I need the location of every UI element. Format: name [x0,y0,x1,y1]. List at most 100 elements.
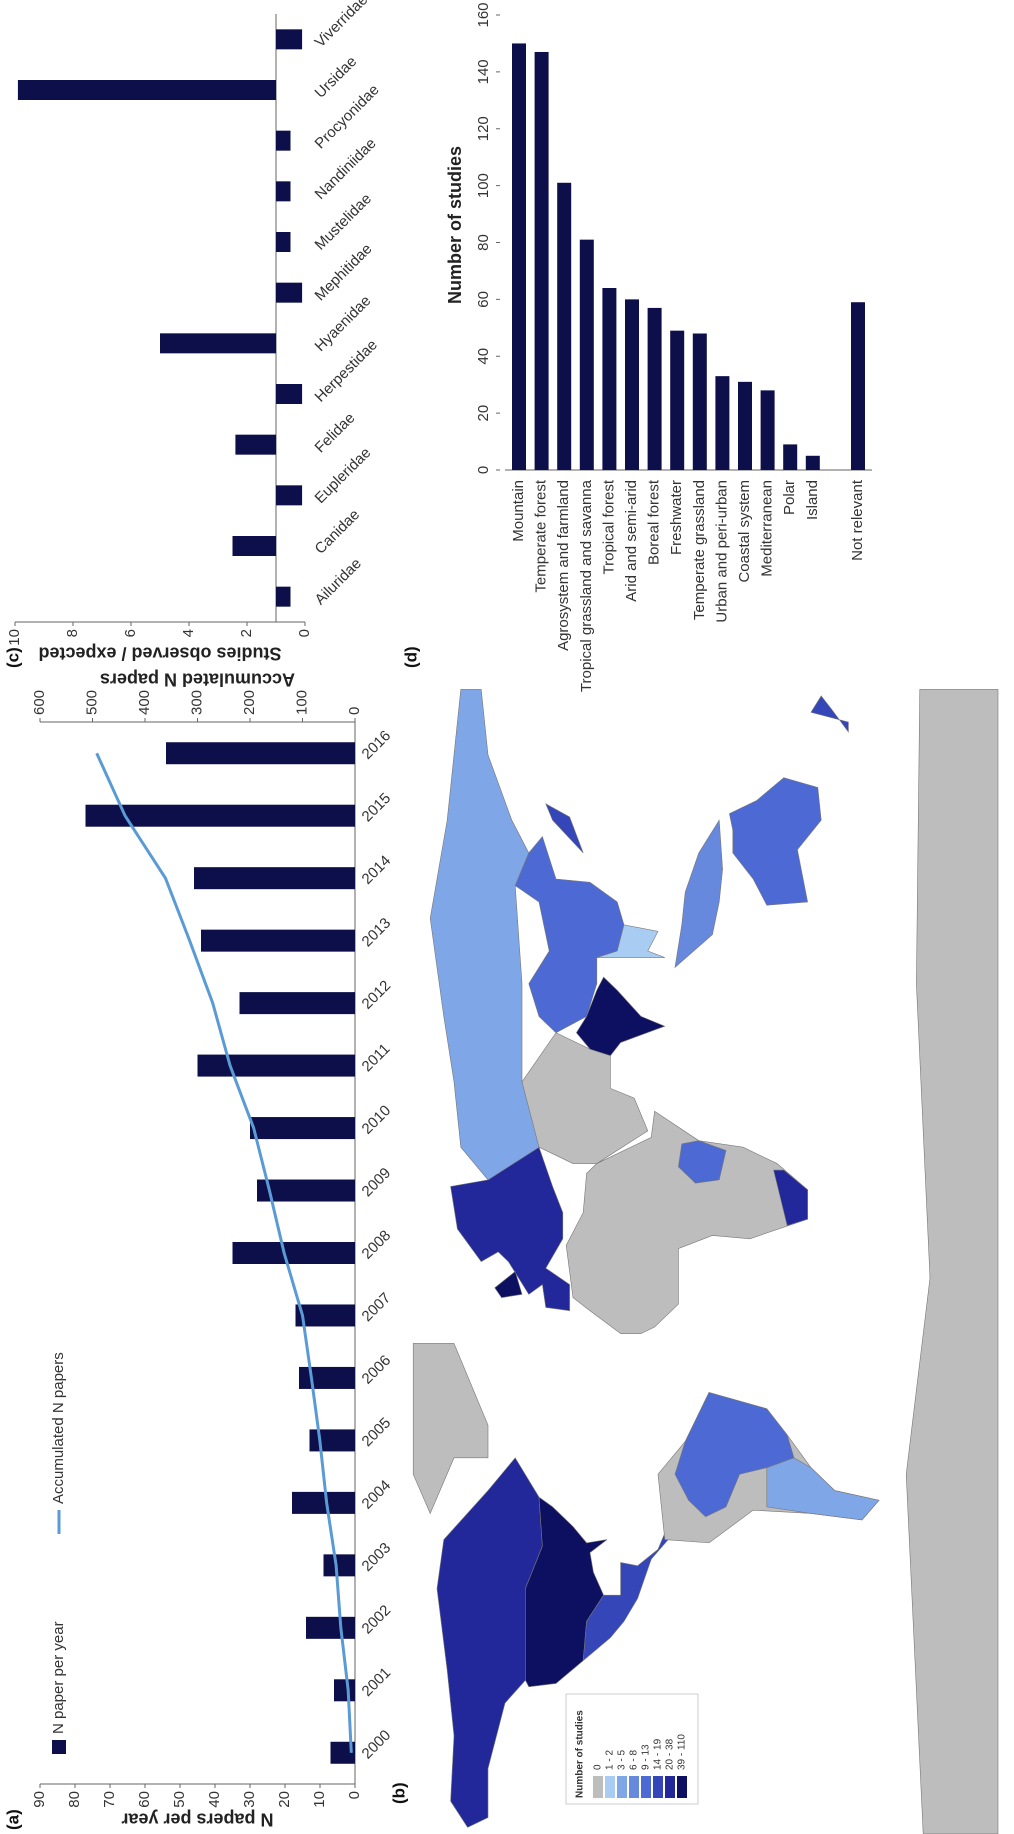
y-tick-label: 2 [238,629,255,637]
y-tick-label: Tropical forest [600,479,617,574]
bar [239,992,355,1015]
panel-label: (d) [401,646,420,668]
legend-label: 1 - 2 [605,1750,616,1770]
bar [276,384,303,404]
region [576,977,664,1055]
y-tick-label: Arid and semi-arid [623,480,640,602]
bar [17,80,277,100]
bar [201,929,355,952]
bar [257,1179,355,1202]
region [437,1458,542,1828]
x-tick-label: 2002 [359,1602,395,1638]
bar [805,455,820,470]
x-tick-label: 2005 [359,1414,395,1450]
world-map [413,689,998,1834]
y-tick-label: 10 [311,1791,328,1808]
x-axis-title: Number of studies [445,146,465,304]
y-tick-label: 60 [136,1791,153,1808]
bar [512,43,526,470]
region [678,1141,726,1184]
y2-tick-label: 500 [83,690,100,715]
x-tick-label: 2012 [359,977,395,1013]
legend-swatch [665,1776,675,1798]
bar [232,536,276,556]
legend-swatch [52,1740,66,1754]
panel-label: (a) [3,1809,22,1830]
x-tick-label: 2016 [359,727,395,763]
bar [235,434,276,455]
legend-swatch [605,1776,615,1798]
y-tick-label: 20 [276,1791,293,1808]
y-tick-label: Mediterranean [759,480,776,577]
region [729,778,821,906]
y2-tick-label: 200 [241,690,258,715]
y2-tick-label: 600 [31,690,48,715]
legend-title: Number of studies [575,1710,586,1798]
y2-axis-title: Accumulated N papers [100,669,295,689]
legend-label: 9 - 13 [641,1744,652,1770]
bar [197,1054,355,1077]
region [451,1147,570,1311]
x-tick-label: 2006 [359,1352,395,1388]
y-tick-label: 0 [296,629,313,637]
legend-label: 20 - 38 [665,1738,676,1770]
x-tick-label: 100 [475,173,492,198]
bar [647,307,662,470]
bar [232,1242,355,1264]
y-tick-label: Island [804,480,821,520]
y-tick-label: Coastal system [736,480,753,583]
x-tick-label: Canidae [312,506,364,558]
bar [166,742,355,765]
y2-tick-label: 300 [188,690,205,715]
legend-swatch [617,1776,627,1798]
x-tick-label: 120 [475,116,492,141]
bar [292,1491,355,1514]
legend-label: 39 - 110 [677,1734,688,1770]
bar [250,1117,355,1140]
legend-label: 3 - 5 [617,1750,628,1770]
bar [692,333,707,470]
y-tick-label: Urban and peri-urban [713,480,730,623]
x-tick-label: 0 [475,466,492,474]
x-tick-label: 2010 [359,1102,395,1138]
y2-tick-label: 0 [346,707,363,715]
x-tick-label: 80 [475,234,492,251]
y-tick-label: 8 [64,629,81,637]
y-tick-label: 4 [180,629,197,637]
region [546,804,583,853]
bar [295,1304,355,1327]
line [95,752,353,1753]
x-tick-label: Felidae [312,409,359,456]
panel-label: (b) [389,1782,408,1804]
x-tick-label: 140 [475,59,492,84]
bar [276,29,303,50]
bar [334,1679,355,1702]
y2-tick-label: 400 [136,690,153,715]
x-tick-label: Viverridae [312,0,372,51]
x-tick-label: 40 [475,348,492,365]
x-tick-label: 2000 [359,1727,395,1763]
y-tick-label: Polar [781,480,798,515]
bar [276,586,291,607]
bar [276,232,291,252]
bar [738,381,752,470]
bar [670,330,685,470]
x-tick-label: 2014 [359,852,395,888]
bar [783,444,798,470]
y-tick-label: Agrosystem and farmland [555,480,572,651]
bar [323,1554,355,1577]
y-tick-label: 90 [31,1791,48,1808]
x-tick-label: 2001 [359,1664,395,1700]
y-tick-label: 0 [346,1791,363,1799]
y2-tick-label: 100 [293,690,310,715]
bar [160,333,276,354]
x-tick-label: 2003 [359,1539,395,1575]
x-tick-label: 2004 [359,1477,395,1513]
bar [715,376,730,470]
bar [85,804,355,827]
region [430,689,539,1180]
bar [534,51,549,470]
legend-label: Accumulated N papers [50,1352,67,1504]
region [522,1033,648,1164]
